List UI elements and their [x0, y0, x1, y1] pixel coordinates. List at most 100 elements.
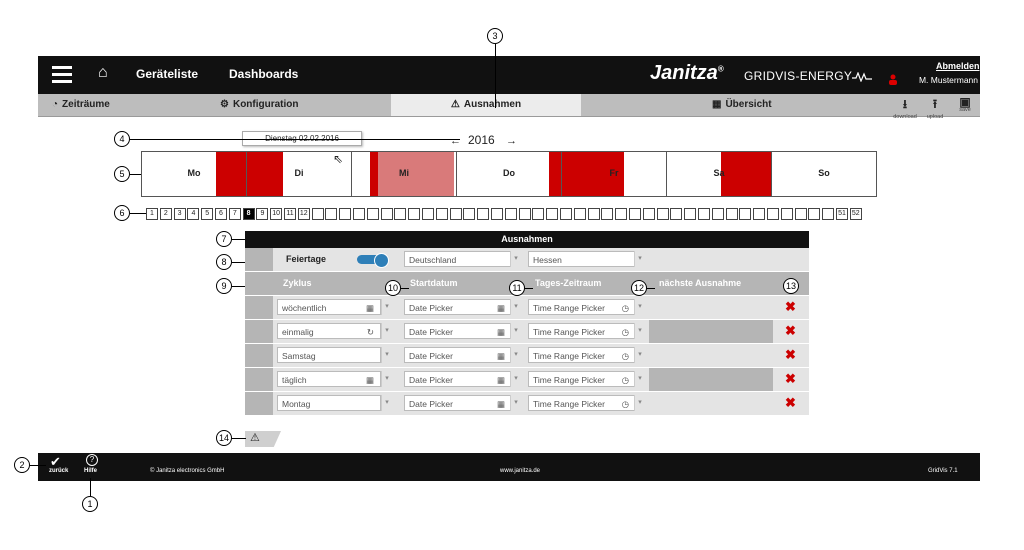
day-saturday[interactable]: Sa	[666, 151, 772, 197]
week-number-19[interactable]	[394, 208, 407, 220]
chevron-down-icon[interactable]: ▾	[510, 251, 521, 267]
prev-year-icon[interactable]: ←	[450, 135, 461, 147]
tab-konfiguration[interactable]: ⚙ Konfiguration	[220, 94, 299, 116]
chevron-down-icon[interactable]: ▾	[510, 299, 521, 315]
week-number-10[interactable]: 10	[270, 208, 283, 220]
week-number-1[interactable]: 1	[146, 208, 158, 220]
cycle-select[interactable]: einmalig ↻	[277, 323, 381, 339]
week-number-3[interactable]: 3	[173, 208, 186, 220]
week-number-16[interactable]	[353, 208, 365, 220]
tab-uebersicht[interactable]: ▦ Übersicht	[712, 94, 772, 116]
chevron-down-icon[interactable]: ▾	[381, 323, 392, 339]
chevron-down-icon[interactable]: ▾	[634, 251, 645, 267]
cycle-select[interactable]: täglich ▦	[277, 371, 381, 387]
chevron-down-icon[interactable]: ▾	[634, 395, 645, 411]
logout-link[interactable]: Abmelden	[936, 61, 980, 71]
nav-dashboards[interactable]: Dashboards	[229, 67, 299, 81]
week-number-30[interactable]	[546, 208, 559, 220]
chevron-down-icon[interactable]: ▾	[634, 347, 645, 363]
week-number-13[interactable]	[311, 208, 324, 220]
week-number-7[interactable]: 7	[228, 208, 241, 220]
state-select[interactable]: Hessen	[528, 251, 635, 267]
back-arrow-icon[interactable]: ✔	[50, 454, 61, 469]
next-year-icon[interactable]: →	[506, 135, 517, 147]
week-number-47[interactable]	[780, 208, 793, 220]
day-thursday[interactable]: Do	[456, 151, 562, 197]
week-number-17[interactable]	[366, 208, 379, 220]
week-number-37[interactable]	[642, 208, 655, 220]
week-number-43[interactable]	[725, 208, 738, 220]
week-number-48[interactable]	[794, 208, 807, 220]
week-number-29[interactable]	[532, 208, 545, 220]
week-number-39[interactable]	[670, 208, 683, 220]
week-number-33[interactable]	[587, 208, 600, 220]
chevron-down-icon[interactable]: ▾	[510, 347, 521, 363]
day-monday[interactable]: Mo	[141, 151, 247, 197]
country-select[interactable]: Deutschland	[404, 251, 511, 267]
day-friday[interactable]: Fr	[561, 151, 667, 197]
start-date-picker[interactable]: Date Picker ▦	[404, 299, 511, 315]
chevron-down-icon[interactable]: ▾	[510, 323, 521, 339]
home-icon[interactable]: ⌂	[98, 64, 108, 81]
week-number-8[interactable]: 8	[242, 208, 255, 220]
week-number-44[interactable]	[739, 208, 752, 220]
chevron-down-icon[interactable]: ▾	[634, 323, 645, 339]
week-number-20[interactable]	[408, 208, 421, 220]
upload-button[interactable]: ⭱ upload	[926, 97, 944, 120]
week-number-45[interactable]	[753, 208, 766, 220]
week-number-32[interactable]	[573, 208, 586, 220]
time-range-picker[interactable]: Time Range Picker ◷	[528, 347, 635, 363]
save-button[interactable]: ▣ save	[959, 95, 971, 113]
chevron-down-icon[interactable]: ▾	[634, 371, 645, 387]
help-icon[interactable]: ?	[86, 454, 98, 466]
week-number-21[interactable]	[422, 208, 434, 220]
week-number-50[interactable]	[822, 208, 835, 220]
week-number-4[interactable]: 4	[187, 208, 200, 220]
chevron-down-icon[interactable]: ▾	[381, 299, 392, 315]
delete-icon[interactable]: ✖	[785, 323, 796, 338]
time-range-picker[interactable]: Time Range Picker ◷	[528, 371, 635, 387]
time-range-picker[interactable]: Time Range Picker ◷	[528, 395, 635, 411]
week-number-5[interactable]: 5	[201, 208, 214, 220]
week-number-28[interactable]	[518, 208, 531, 220]
week-number-12[interactable]: 12	[297, 208, 310, 220]
week-number-22[interactable]	[435, 208, 448, 220]
chevron-down-icon[interactable]: ▾	[381, 371, 392, 387]
delete-icon[interactable]: ✖	[785, 299, 796, 314]
start-date-picker[interactable]: Date Picker ▦	[404, 347, 511, 363]
week-number-9[interactable]: 9	[256, 208, 269, 220]
week-number-6[interactable]: 6	[215, 208, 227, 220]
time-range-picker[interactable]: Time Range Picker ◷	[528, 299, 635, 315]
cycle-select[interactable]: Samstag	[277, 347, 381, 363]
start-date-picker[interactable]: Date Picker ▦	[404, 371, 511, 387]
start-date-picker[interactable]: Date Picker ▦	[404, 395, 511, 411]
week-number-27[interactable]	[504, 208, 517, 220]
week-number-15[interactable]	[339, 208, 352, 220]
delete-icon[interactable]: ✖	[785, 371, 796, 386]
chevron-down-icon[interactable]: ▾	[381, 395, 392, 411]
back-button[interactable]: zurück	[49, 468, 69, 474]
week-number-23[interactable]	[449, 208, 462, 220]
chevron-down-icon[interactable]: ▾	[510, 395, 521, 411]
week-number-42[interactable]	[711, 208, 724, 220]
week-number-31[interactable]	[560, 208, 572, 220]
week-number-25[interactable]	[477, 208, 490, 220]
week-number-51[interactable]: 51	[836, 208, 848, 220]
website-link[interactable]: www.janitza.de	[500, 468, 541, 474]
week-number-35[interactable]	[615, 208, 628, 220]
nav-geraeteliste[interactable]: Geräteliste	[136, 67, 199, 81]
start-date-picker[interactable]: Date Picker ▦	[404, 323, 511, 339]
add-exception-button[interactable]	[245, 431, 281, 447]
time-range-picker[interactable]: Time Range Picker ◷	[528, 323, 635, 339]
week-number-11[interactable]: 11	[284, 208, 296, 220]
week-number-38[interactable]	[656, 208, 669, 220]
week-number-46[interactable]	[767, 208, 779, 220]
help-button[interactable]: Hilfe	[84, 468, 98, 474]
week-number-36[interactable]	[629, 208, 641, 220]
day-wednesday[interactable]: Mi	[351, 151, 457, 197]
chevron-down-icon[interactable]: ▾	[634, 299, 645, 315]
day-sunday[interactable]: So	[771, 151, 877, 197]
week-number-2[interactable]: 2	[159, 208, 172, 220]
chevron-down-icon[interactable]: ▾	[510, 371, 521, 387]
week-number-18[interactable]	[380, 208, 393, 220]
